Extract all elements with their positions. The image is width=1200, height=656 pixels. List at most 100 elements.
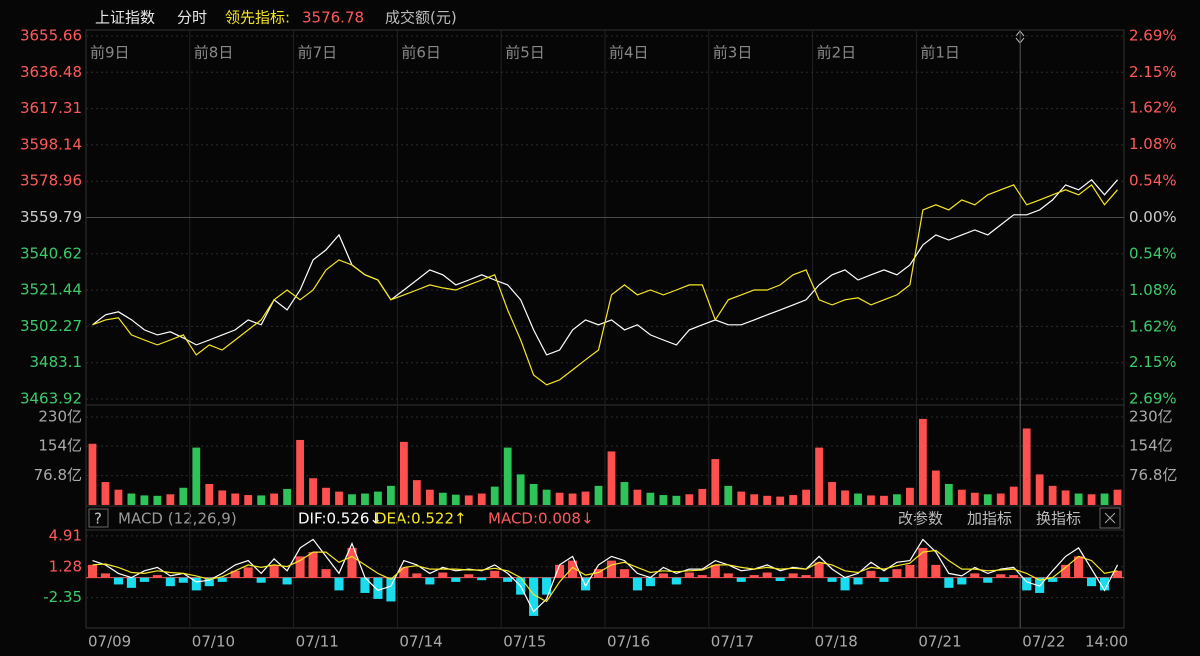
macd-bar [801, 575, 811, 578]
x-end-label: 14:00 [1085, 633, 1128, 651]
macd-bar [1009, 575, 1019, 578]
macd-bar [632, 577, 642, 591]
y2-tick-label: 2.69% [1129, 27, 1177, 45]
volume-bar [425, 489, 434, 505]
volume-bar [1113, 489, 1122, 505]
y2-tick-label: 0.54% [1129, 172, 1177, 190]
macd-bar [347, 547, 357, 578]
volume-bar [127, 493, 136, 505]
volume-bar [1074, 493, 1083, 505]
series-line [92, 184, 1118, 386]
y-tick-label: 3617.31 [20, 99, 82, 117]
volume-bar [581, 491, 590, 505]
volume-bar [542, 489, 551, 505]
macd-bar [113, 577, 123, 585]
macd-bar [438, 572, 448, 578]
volume-bar [983, 494, 992, 505]
volume-bar [594, 485, 603, 505]
macd-bar [931, 564, 941, 578]
y2-tick-label: 76.8亿 [1129, 466, 1177, 484]
y2-tick-label: 230亿 [1129, 408, 1173, 426]
macd-bar [334, 577, 344, 591]
y2-tick-label: 1.62% [1129, 99, 1177, 117]
volume-bar [257, 495, 266, 505]
volume-bar [114, 489, 123, 505]
macd-bar [749, 575, 759, 578]
volume-bar [1048, 485, 1057, 505]
volume-bar [607, 451, 616, 505]
volume-bar [529, 483, 538, 505]
volume-bar [166, 494, 175, 505]
volume-bar [503, 447, 512, 505]
x-tick-label: 07/10 [192, 633, 235, 651]
macd-bar [1087, 577, 1097, 587]
volume-bar [711, 459, 720, 505]
y-tick-label: 3483.1 [30, 353, 83, 371]
macd-bar [827, 577, 837, 582]
y2-tick-label: 0.54% [1129, 244, 1177, 262]
macd-bar [723, 573, 733, 578]
day-label: 前7日 [298, 44, 338, 62]
volume-bar [387, 485, 395, 505]
macd-bar [178, 577, 188, 583]
macd-bar [996, 574, 1006, 578]
macd-bar [658, 573, 668, 578]
indicator-button[interactable]: 换指标 [1036, 510, 1081, 528]
macd-bar [464, 574, 474, 578]
volume-bar [737, 491, 746, 505]
volume-bar [283, 488, 292, 505]
macd-bar [217, 577, 227, 582]
y-tick-label: 4.91 [49, 526, 82, 544]
close-box[interactable] [1099, 507, 1121, 529]
macd-bar [425, 577, 435, 585]
macd-bar [230, 570, 240, 578]
macd-bar [256, 577, 266, 583]
y-tick-label: 230亿 [38, 408, 82, 426]
indicator-button[interactable]: 加指标 [967, 510, 1012, 528]
macd-bar [165, 577, 175, 587]
volume-bar [374, 491, 382, 505]
macd-bar [645, 577, 655, 587]
macd-bar [866, 570, 876, 578]
volume-bar [880, 495, 888, 505]
volume-bar [1061, 490, 1070, 505]
volume-bar [867, 495, 875, 505]
macd-bar [477, 577, 487, 581]
macd-bar [555, 564, 565, 578]
macd-bar [788, 573, 798, 578]
day-label: 前4日 [609, 44, 649, 62]
macd-bar [373, 577, 383, 599]
index-name: 上证指数 [95, 9, 155, 27]
volume-bar [464, 495, 473, 505]
volume-bar [659, 495, 668, 505]
macd-bar [308, 552, 318, 578]
macd-bar [580, 577, 591, 591]
volume-bar [477, 493, 486, 505]
help-button[interactable]: ? [94, 510, 102, 528]
y-tick-label: -2.35 [43, 588, 82, 606]
close-icon[interactable] [1104, 512, 1116, 524]
volume-bar [516, 474, 525, 505]
day-label: 前1日 [920, 44, 960, 62]
macd-bar [697, 575, 707, 578]
volume-bar [490, 486, 499, 505]
macd-bar [1022, 577, 1032, 591]
y2-tick-label: 1.08% [1129, 135, 1177, 153]
volume-bar [763, 495, 772, 505]
volume-bar [231, 493, 240, 505]
macd-bar [87, 564, 98, 578]
indicator-button[interactable]: 改参数 [898, 510, 943, 528]
series-line [92, 549, 1118, 603]
help-box[interactable] [88, 508, 109, 528]
macd-bar [243, 567, 253, 578]
macd-title: MACD (12,26,9) [118, 510, 237, 528]
macd-bar [360, 577, 370, 593]
volume-bar [412, 480, 421, 505]
macd-bar [892, 569, 902, 578]
mode-tab[interactable]: 分时 [177, 9, 207, 27]
y2-tick-label: 0.00% [1129, 208, 1177, 226]
day-label: 前2日 [817, 44, 857, 62]
